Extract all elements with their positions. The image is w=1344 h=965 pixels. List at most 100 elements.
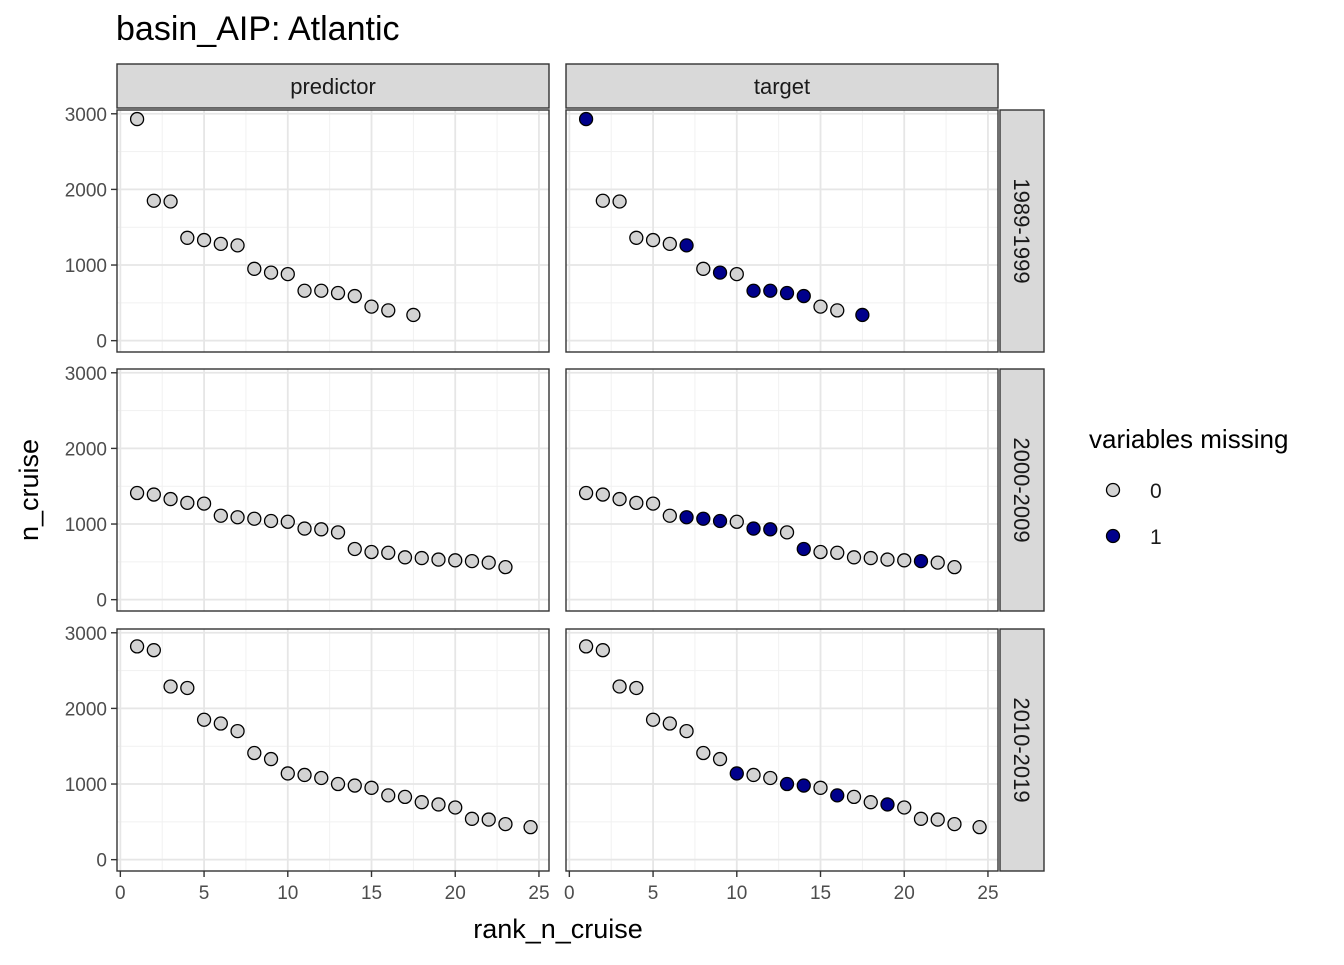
panel-predictor-2010-2019: 0 1000 2000 3000 0 5 10 15 20 25 <box>65 624 550 904</box>
data-point <box>330 285 346 301</box>
data-point <box>712 751 728 767</box>
y-tick-label: 1000 <box>65 256 107 277</box>
panel-target-2010-2019: 0 5 10 15 20 25 <box>564 628 999 904</box>
panel-border <box>565 628 999 872</box>
facet-strip-2000-2009: 2000-2009 <box>999 368 1045 612</box>
data-point <box>696 261 711 276</box>
data-point <box>913 811 929 826</box>
y-tick-label: 0 <box>96 851 107 872</box>
y-tick-label: 0 <box>96 332 107 353</box>
data-point <box>595 643 610 658</box>
data-point <box>712 513 728 529</box>
data-point <box>696 511 711 526</box>
data-point <box>595 193 610 208</box>
legend: variables missing 0 1 <box>1089 424 1288 549</box>
x-tick-label: 15 <box>361 883 382 904</box>
data-point <box>645 496 661 511</box>
y-tick-label: 3000 <box>65 364 107 385</box>
data-point <box>431 552 446 567</box>
legend-key <box>1105 482 1121 498</box>
x-tick-label: 5 <box>199 883 210 904</box>
panel-background <box>566 369 998 611</box>
panel-predictor-1989-1999: 0 1000 2000 3000 <box>65 105 550 353</box>
data-point <box>247 511 262 526</box>
data-point <box>830 545 845 560</box>
data-point <box>297 521 312 536</box>
data-point <box>163 679 178 694</box>
y-tick-label: 3000 <box>65 624 107 645</box>
legend-title: variables missing <box>1089 424 1288 454</box>
data-point <box>629 680 644 696</box>
data-point <box>763 283 778 298</box>
data-point <box>897 553 912 568</box>
data-point <box>746 521 761 536</box>
data-point <box>729 766 744 781</box>
data-point <box>578 639 594 654</box>
data-point <box>972 819 987 835</box>
data-point <box>880 797 895 812</box>
data-point <box>406 307 421 323</box>
data-point <box>629 495 644 511</box>
x-tick-label: 20 <box>894 883 915 904</box>
data-point <box>947 559 962 575</box>
data-point <box>230 510 245 525</box>
x-tick-label: 0 <box>115 883 126 904</box>
data-point <box>796 541 811 557</box>
data-point <box>662 716 677 731</box>
data-point <box>629 230 644 245</box>
data-point <box>595 487 610 502</box>
data-point <box>662 236 677 252</box>
data-point <box>930 555 945 570</box>
strip-label-2010-2019: 2010-2019 <box>1009 697 1034 802</box>
data-point <box>213 236 228 252</box>
x-tick-label: 10 <box>726 883 747 904</box>
data-point <box>263 751 279 767</box>
panel-border <box>565 109 999 353</box>
y-tick-label: 2000 <box>65 180 107 201</box>
data-point <box>464 811 480 826</box>
strip-label-predictor: predictor <box>290 74 376 99</box>
data-point <box>163 194 178 209</box>
panel-background <box>566 110 998 352</box>
data-point <box>855 307 870 323</box>
data-point <box>347 778 362 793</box>
x-tick-label: 15 <box>810 883 831 904</box>
data-point <box>330 776 346 792</box>
x-axis-title: rank_n_cruise <box>473 914 643 944</box>
data-point <box>414 550 429 566</box>
facet-panels: predictor target 1989-1999 2000-2009 2010-20… <box>65 63 1045 904</box>
data-point <box>863 550 878 566</box>
data-point <box>381 545 396 560</box>
y-tick-label: 2000 <box>65 439 107 460</box>
legend-label: 1 <box>1150 526 1162 549</box>
data-point <box>196 232 212 248</box>
strip-background <box>565 63 999 109</box>
data-point <box>712 265 728 280</box>
data-point <box>364 299 379 314</box>
strip-label-1989-1999: 1989-1999 <box>1009 178 1034 283</box>
panel-background <box>117 369 549 611</box>
data-point <box>645 232 661 248</box>
y-tick-label: 1000 <box>65 515 107 536</box>
data-point <box>481 812 496 827</box>
data-point <box>381 788 396 803</box>
facet-strip-1989-1999: 1989-1999 <box>999 109 1045 353</box>
data-point <box>897 800 912 815</box>
data-point <box>813 299 828 314</box>
legend-entry-1: 1 <box>1105 526 1162 549</box>
data-point <box>523 819 538 835</box>
panel-border <box>116 109 550 353</box>
data-point <box>297 767 312 783</box>
panel-target-2000-2009 <box>565 368 999 612</box>
data-point <box>481 555 496 570</box>
strip-background <box>999 109 1045 353</box>
data-point <box>779 285 795 301</box>
data-point <box>180 230 195 245</box>
data-point <box>314 770 329 786</box>
data-point <box>448 553 463 568</box>
data-point <box>498 559 513 575</box>
data-point <box>813 544 828 560</box>
data-point <box>863 795 878 810</box>
strip-background <box>116 63 550 109</box>
